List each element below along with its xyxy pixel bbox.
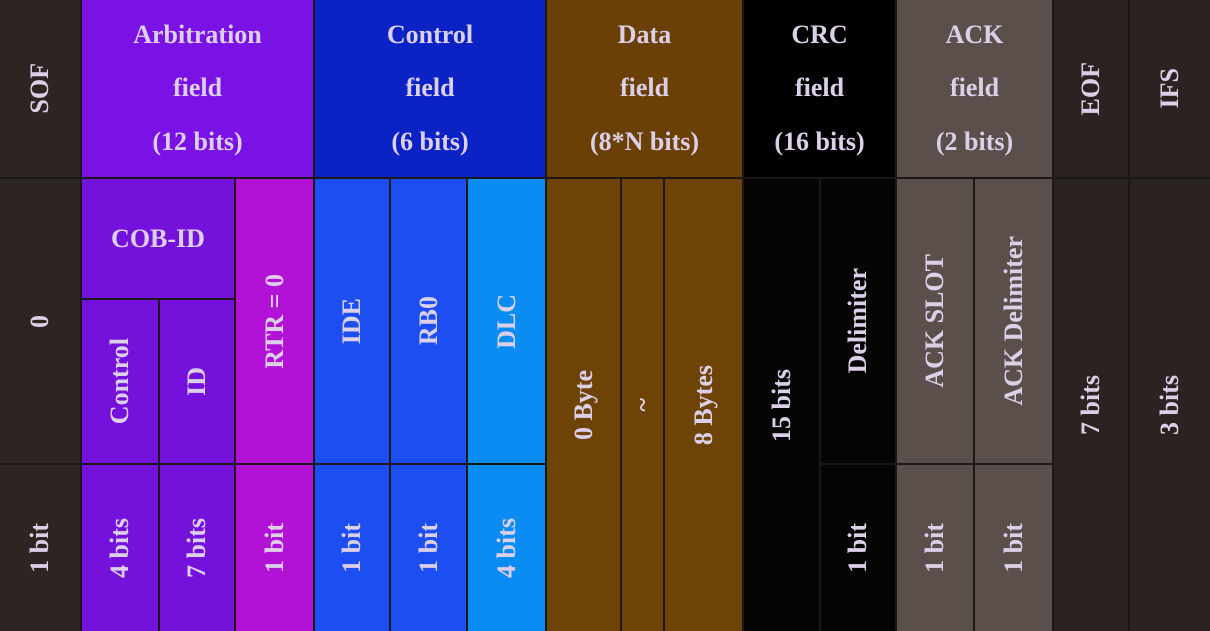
data-part: 0 Byte xyxy=(547,179,620,631)
control-part-bits: 1 bit xyxy=(315,465,389,631)
label: EOF xyxy=(1076,61,1105,116)
label: 15 bits xyxy=(766,368,796,442)
label: field xyxy=(949,73,1000,103)
label: Data xyxy=(617,19,672,49)
label: (16 bits) xyxy=(774,127,865,157)
label: 8 Bytes xyxy=(688,364,718,446)
label: (12 bits) xyxy=(152,127,243,157)
control-part: IDE xyxy=(315,179,389,463)
label: RTR = 0 xyxy=(259,273,289,369)
ifs-bits: 3 bits xyxy=(1130,179,1210,631)
arbitration-header: Arbitration field (12 bits) xyxy=(82,0,313,177)
label: RB0 xyxy=(413,296,443,346)
label: (6 bits) xyxy=(391,127,469,157)
label: 1 bit xyxy=(259,523,289,573)
cob-id: COB-ID xyxy=(82,179,234,298)
label: 4 bits xyxy=(105,518,134,578)
arb-id: ID xyxy=(160,300,234,463)
label: Delimiter xyxy=(843,268,872,374)
label: ACK xyxy=(945,19,1004,49)
arb-control-bits: 4 bits xyxy=(82,465,158,631)
label: 0 xyxy=(25,314,54,328)
data-header: Data field (8*N bits) xyxy=(547,0,742,177)
label: 7 bits xyxy=(1076,375,1105,435)
label: DLC xyxy=(491,293,521,349)
eof-bits: 7 bits xyxy=(1054,179,1128,631)
label: (8*N bits) xyxy=(589,127,700,157)
label: Control xyxy=(386,19,474,49)
label: field xyxy=(794,73,845,103)
crc-delimiter-bits: 1 bit xyxy=(821,465,895,631)
label: 1 bit xyxy=(920,523,949,573)
label: 1 bit xyxy=(413,523,443,573)
label: IDE xyxy=(337,297,366,345)
control-header: Control field (6 bits) xyxy=(315,0,545,177)
label: 7 bits xyxy=(182,518,211,578)
sof-bits: 1 bit xyxy=(0,465,80,631)
label: SOF xyxy=(25,63,54,114)
label: IFS xyxy=(1155,68,1184,109)
label: Control xyxy=(105,338,134,425)
label: 1 bit xyxy=(843,523,872,573)
arb-control: Control xyxy=(82,300,158,463)
ack-part: ACK SLOT xyxy=(897,179,973,463)
crc-header: CRC field (16 bits) xyxy=(744,0,895,177)
sof-value: 0 xyxy=(0,179,80,463)
rtr-bits: 1 bit xyxy=(236,465,313,631)
crc-sequence: 15 bits xyxy=(744,179,819,631)
label: (2 bits) xyxy=(935,127,1014,157)
rtr: RTR = 0 xyxy=(236,179,313,463)
label: 1 bit xyxy=(337,523,366,573)
label: ~ xyxy=(627,398,657,412)
label: 1 bit xyxy=(998,523,1028,573)
control-part: DLC xyxy=(468,179,545,463)
ifs-header: IFS xyxy=(1130,0,1210,177)
eof-header: EOF xyxy=(1054,0,1128,177)
sof-header: SOF xyxy=(0,0,80,177)
data-part: 8 Bytes xyxy=(665,179,742,631)
label: ACK Delimiter xyxy=(998,236,1028,406)
label: ACK SLOT xyxy=(920,254,949,388)
label: field xyxy=(619,73,670,103)
arb-id-bits: 7 bits xyxy=(160,465,234,631)
label: 1 bit xyxy=(25,523,54,573)
label: field xyxy=(172,73,223,103)
ack-part: ACK Delimiter xyxy=(975,179,1052,463)
ack-part-bits: 1 bit xyxy=(975,465,1052,631)
label: CRC xyxy=(791,19,848,49)
control-part-bits: 4 bits xyxy=(468,465,545,631)
label: field xyxy=(405,73,455,103)
label: 4 bits xyxy=(491,518,521,578)
control-part-bits: 1 bit xyxy=(391,465,466,631)
control-part: RB0 xyxy=(391,179,466,463)
label: 0 Byte xyxy=(568,369,598,441)
ack-header: ACK field (2 bits) xyxy=(897,0,1052,177)
data-part: ~ xyxy=(622,179,663,631)
label: 3 bits xyxy=(1155,375,1184,435)
ack-part-bits: 1 bit xyxy=(897,465,973,631)
crc-delimiter: Delimiter xyxy=(821,179,895,463)
label: Arbitration xyxy=(133,19,262,49)
label: ID xyxy=(182,367,211,396)
label: COB-ID xyxy=(111,223,205,253)
